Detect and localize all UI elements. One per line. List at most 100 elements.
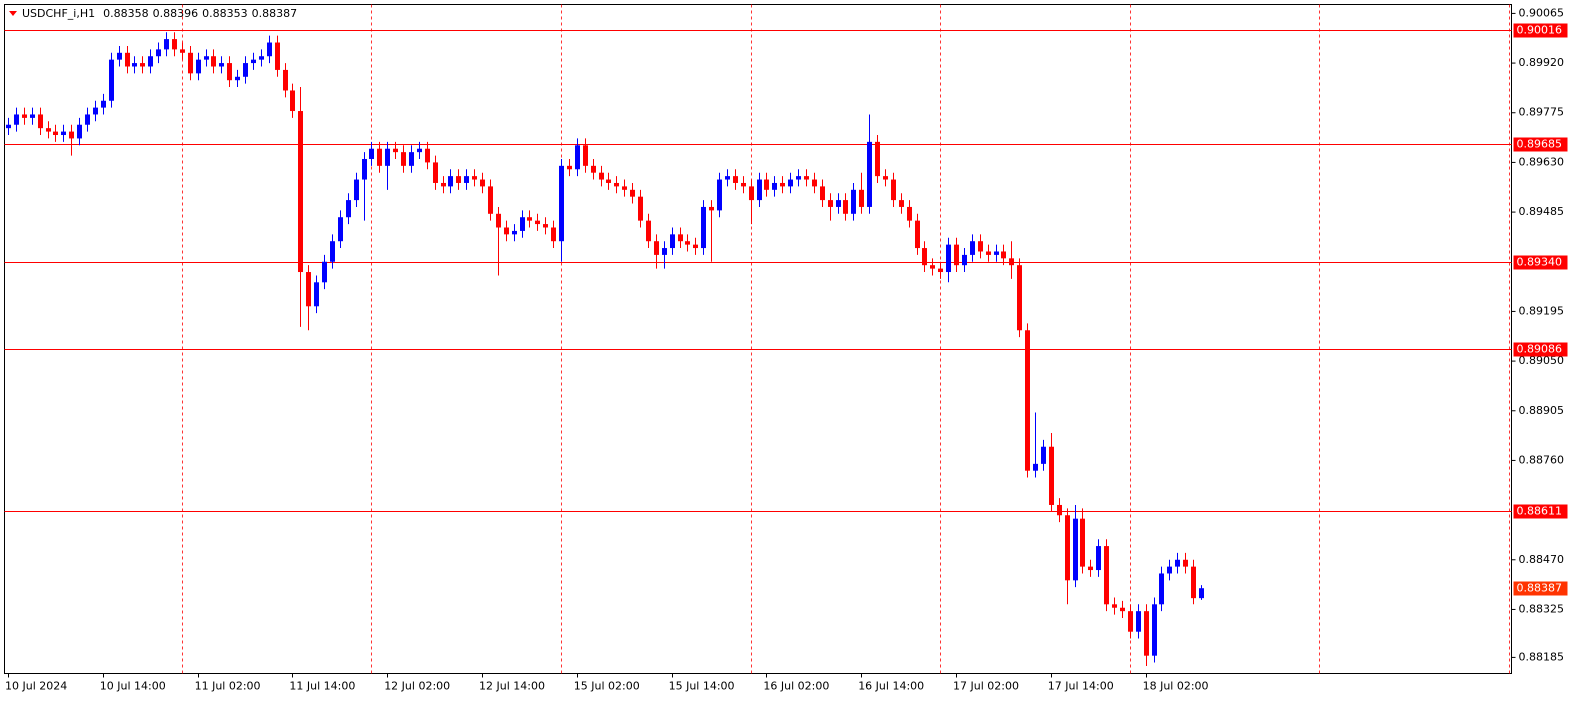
candle-body [1191,566,1196,599]
level-label-box [1513,342,1568,357]
candle-body [685,241,690,245]
candle-body [504,227,509,235]
candle-body [986,251,991,255]
candle-body [488,186,493,214]
y-tick-label: 0.90065 [1519,6,1565,19]
level-label: 0.88611 [1517,505,1563,518]
candle-body [646,220,651,242]
x-tick-label: 18 Jul 02:00 [1143,680,1209,693]
x-tick-label: 16 Jul 14:00 [858,680,924,693]
candle-body [970,241,975,255]
candle-body [30,114,35,118]
candle-body [922,248,927,266]
y-tick-label: 0.88325 [1519,602,1565,615]
candle-body [1057,504,1062,516]
candle-body [22,114,27,118]
candle-body [527,217,532,221]
candle-body [709,206,714,211]
candle-body [820,186,825,201]
candle-body [701,206,706,249]
candle-body [1001,251,1006,259]
y-tick-label: 0.88760 [1519,453,1565,466]
candle-body [567,165,572,170]
candle-body [725,176,730,180]
candle-body [362,158,367,180]
candle-body [148,56,153,67]
candle-body [385,148,390,166]
candle-body [393,148,398,153]
candle-body [994,251,999,255]
candle-body [290,90,295,112]
y-tick-label: 0.88470 [1519,553,1565,566]
candle-body [314,282,319,307]
candle-body [891,179,896,201]
candle-body [267,42,272,57]
candle-body [69,131,74,139]
candle-body [211,56,216,67]
candle-body [828,200,833,207]
level-label-box [1513,23,1568,38]
candle-body [954,244,959,266]
x-tick-label: 12 Jul 14:00 [479,680,545,693]
candle-body [441,182,446,187]
level-label-box [1513,504,1568,519]
title-low: 0.88353 [202,7,248,20]
candle-body [512,230,517,235]
candle-body [425,148,430,163]
candle-body [306,272,311,307]
candle-body [772,182,777,190]
candle-body [1033,463,1038,471]
candle-body [480,179,485,187]
candle-body [1096,546,1101,571]
candle-body [1112,604,1117,608]
candle-body [867,141,872,207]
candle-body [354,179,359,201]
candle-body [622,186,627,190]
candle-body [109,59,114,101]
candle-body [227,63,232,81]
candle-body [1080,518,1085,567]
candle-body [812,179,817,187]
candle-body [1065,515,1070,581]
x-tick-label: 11 Jul 02:00 [195,680,261,693]
current-price-label: 0.88387 [1517,582,1563,595]
candle-body [283,69,288,91]
candle-body [61,131,66,136]
candle-body [38,114,43,129]
candle-body [1159,573,1164,605]
candle-body [1144,611,1149,656]
candle-body [188,52,193,74]
candle-body [520,217,525,231]
candle-body [678,234,683,242]
x-tick-label: 15 Jul 14:00 [669,680,735,693]
candle-body [14,114,19,125]
candle-body [796,176,801,180]
x-tick-label: 12 Jul 02:00 [384,680,450,693]
candle-body [1017,265,1022,331]
candle-body [156,49,161,57]
candle-body [496,213,501,228]
candle-body [85,114,90,125]
candle-body [559,165,564,242]
candle-body [599,172,604,180]
candle-body [741,182,746,187]
candle-body [788,179,793,187]
candle-body [606,179,611,183]
candle-body [1009,258,1014,266]
candle-body [53,131,58,136]
candle-body [196,59,201,74]
y-tick-label: 0.89195 [1519,304,1565,317]
candle-body [757,179,762,201]
candle-body [1128,611,1133,632]
candle-body [322,261,327,283]
title-close: 0.88387 [252,7,298,20]
candle-body [298,111,303,273]
candle-body [654,241,659,255]
y-tick-label: 0.89485 [1519,205,1565,218]
current-price-box [1513,581,1568,596]
candle-body [172,39,177,50]
candle-body [575,145,580,170]
candle-body [764,179,769,190]
candle-body [717,179,722,211]
